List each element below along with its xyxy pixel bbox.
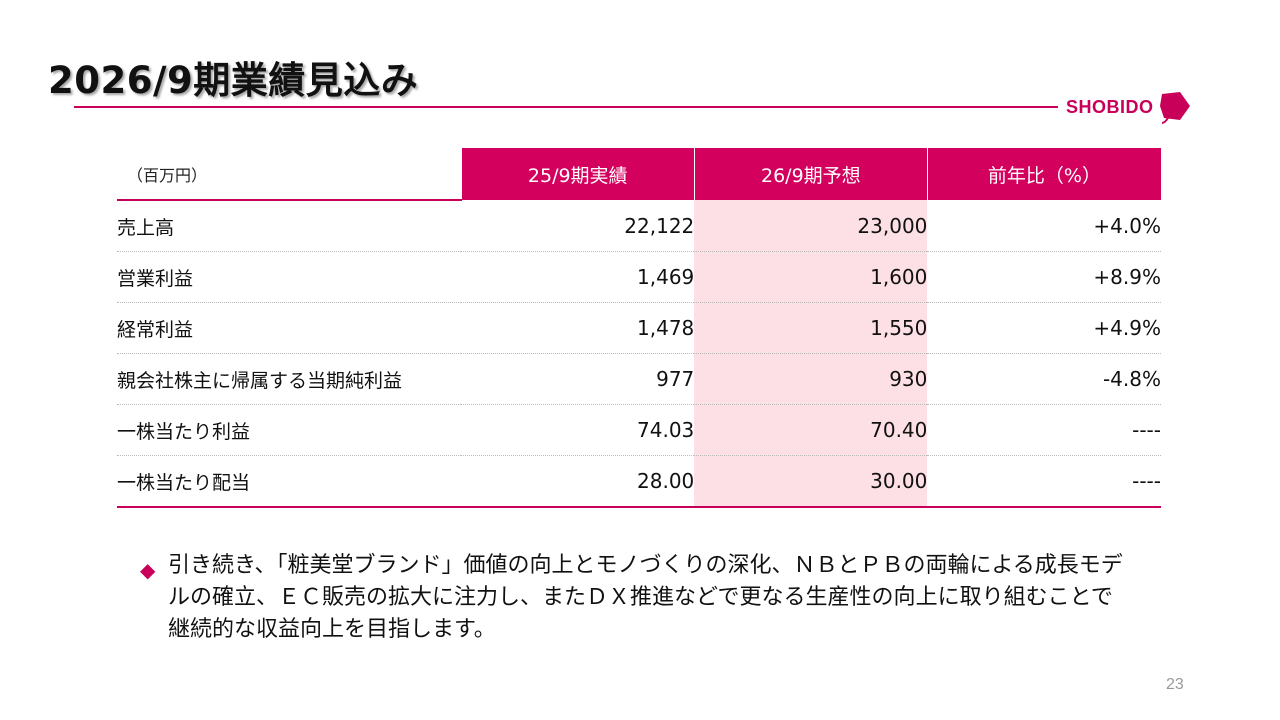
unit-label: （百万円） <box>117 148 462 201</box>
yoy-value: ---- <box>927 404 1161 456</box>
row-label: 一株当たり配当 <box>117 455 462 508</box>
column-header-yoy: 前年比（%） <box>926 148 1161 200</box>
column-header-forecast: 26/9期予想 <box>693 148 928 200</box>
forecast-value: 1,550 <box>694 302 928 354</box>
table-header-row: （百万円） 25/9期実績 26/9期予想 前年比（%） <box>117 148 1161 201</box>
row-label: 営業利益 <box>117 251 462 303</box>
actual-value: 977 <box>461 353 695 405</box>
actual-value: 22,122 <box>461 200 695 252</box>
yoy-value: +4.0% <box>927 200 1161 252</box>
forecast-value: 70.40 <box>694 404 928 456</box>
outlook-note-text: 引き続き、「粧美堂ブランド」価値の向上とモノづくりの深化、ＮＢとＰＢの両輪による… <box>168 553 1123 642</box>
logo-mark-icon <box>1159 92 1190 124</box>
page-title: 2026/9期業績見込み <box>48 59 419 102</box>
table-row: 親会社株主に帰属する当期純利益 977 930 -4.8% <box>117 353 1161 405</box>
actual-value: 1,469 <box>461 251 695 303</box>
table-row: 売上高 22,122 23,000 +4.0% <box>117 200 1161 252</box>
diamond-bullet-icon: ◆ <box>140 558 156 582</box>
forecast-value: 930 <box>694 353 928 405</box>
earnings-forecast-table: （百万円） 25/9期実績 26/9期予想 前年比（%） 売上高 22,122 … <box>117 148 1161 508</box>
yoy-value: -4.8% <box>927 353 1161 405</box>
row-label: 一株当たり利益 <box>117 404 462 456</box>
forecast-value: 1,600 <box>694 251 928 303</box>
forecast-value: 30.00 <box>694 455 928 508</box>
actual-value: 28.00 <box>461 455 695 508</box>
forecast-value: 23,000 <box>694 200 928 252</box>
table-row: 一株当たり利益 74.03 70.40 ---- <box>117 404 1161 456</box>
yoy-value: ---- <box>927 455 1161 508</box>
company-logo: SHOBIDO <box>1066 90 1192 124</box>
title-divider <box>74 106 1058 108</box>
yoy-value: +8.9% <box>927 251 1161 303</box>
actual-value: 1,478 <box>461 302 695 354</box>
actual-value: 74.03 <box>461 404 695 456</box>
yoy-value: +4.9% <box>927 302 1161 354</box>
row-label: 売上高 <box>117 200 462 252</box>
column-header-actual: 25/9期実績 <box>460 148 695 200</box>
logo-text: SHOBIDO <box>1066 96 1154 117</box>
table-row: 一株当たり配当 28.00 30.00 ---- <box>117 455 1161 508</box>
table-row: 経常利益 1,478 1,550 +4.9% <box>117 302 1161 354</box>
row-label: 経常利益 <box>117 302 462 354</box>
table-row: 営業利益 1,469 1,600 +8.9% <box>117 251 1161 303</box>
outlook-note: ◆ 引き続き、「粧美堂ブランド」価値の向上とモノづくりの深化、ＮＢとＰＢの両輪に… <box>140 550 1130 646</box>
row-label: 親会社株主に帰属する当期純利益 <box>117 353 462 405</box>
page-number: 23 <box>1166 676 1184 693</box>
